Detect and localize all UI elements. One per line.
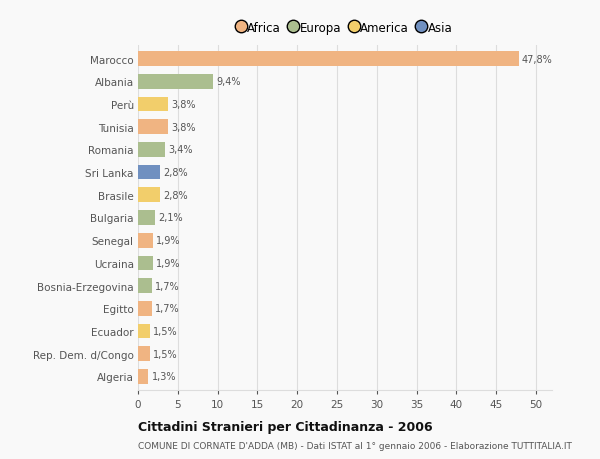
Text: Cittadini Stranieri per Cittadinanza - 2006: Cittadini Stranieri per Cittadinanza - 2…: [138, 420, 433, 433]
Bar: [138, 188, 160, 203]
Text: 47,8%: 47,8%: [522, 55, 553, 64]
Bar: [138, 211, 155, 225]
Text: 2,8%: 2,8%: [163, 168, 188, 178]
Bar: [138, 143, 165, 157]
Text: 1,5%: 1,5%: [153, 349, 178, 359]
Text: 3,4%: 3,4%: [168, 145, 193, 155]
Bar: [138, 165, 160, 180]
Bar: [138, 256, 153, 271]
Bar: [138, 120, 168, 135]
Bar: [138, 324, 150, 339]
Text: 1,7%: 1,7%: [155, 281, 179, 291]
Text: 1,7%: 1,7%: [155, 303, 179, 313]
Bar: [138, 52, 518, 67]
Text: 2,1%: 2,1%: [158, 213, 182, 223]
Text: COMUNE DI CORNATE D'ADDA (MB) - Dati ISTAT al 1° gennaio 2006 - Elaborazione TUT: COMUNE DI CORNATE D'ADDA (MB) - Dati IST…: [138, 441, 572, 450]
Text: 3,8%: 3,8%: [172, 100, 196, 110]
Bar: [138, 347, 150, 361]
Legend: Africa, Europa, America, Asia: Africa, Europa, America, Asia: [233, 17, 457, 40]
Bar: [138, 301, 152, 316]
Bar: [138, 369, 148, 384]
Text: 1,9%: 1,9%: [157, 235, 181, 246]
Text: 3,8%: 3,8%: [172, 123, 196, 133]
Text: 1,5%: 1,5%: [153, 326, 178, 336]
Bar: [138, 279, 152, 293]
Bar: [138, 75, 213, 90]
Text: 1,3%: 1,3%: [152, 372, 176, 381]
Text: 1,9%: 1,9%: [157, 258, 181, 269]
Text: 9,4%: 9,4%: [216, 77, 241, 87]
Bar: [138, 97, 168, 112]
Text: 2,8%: 2,8%: [163, 190, 188, 201]
Bar: [138, 233, 153, 248]
